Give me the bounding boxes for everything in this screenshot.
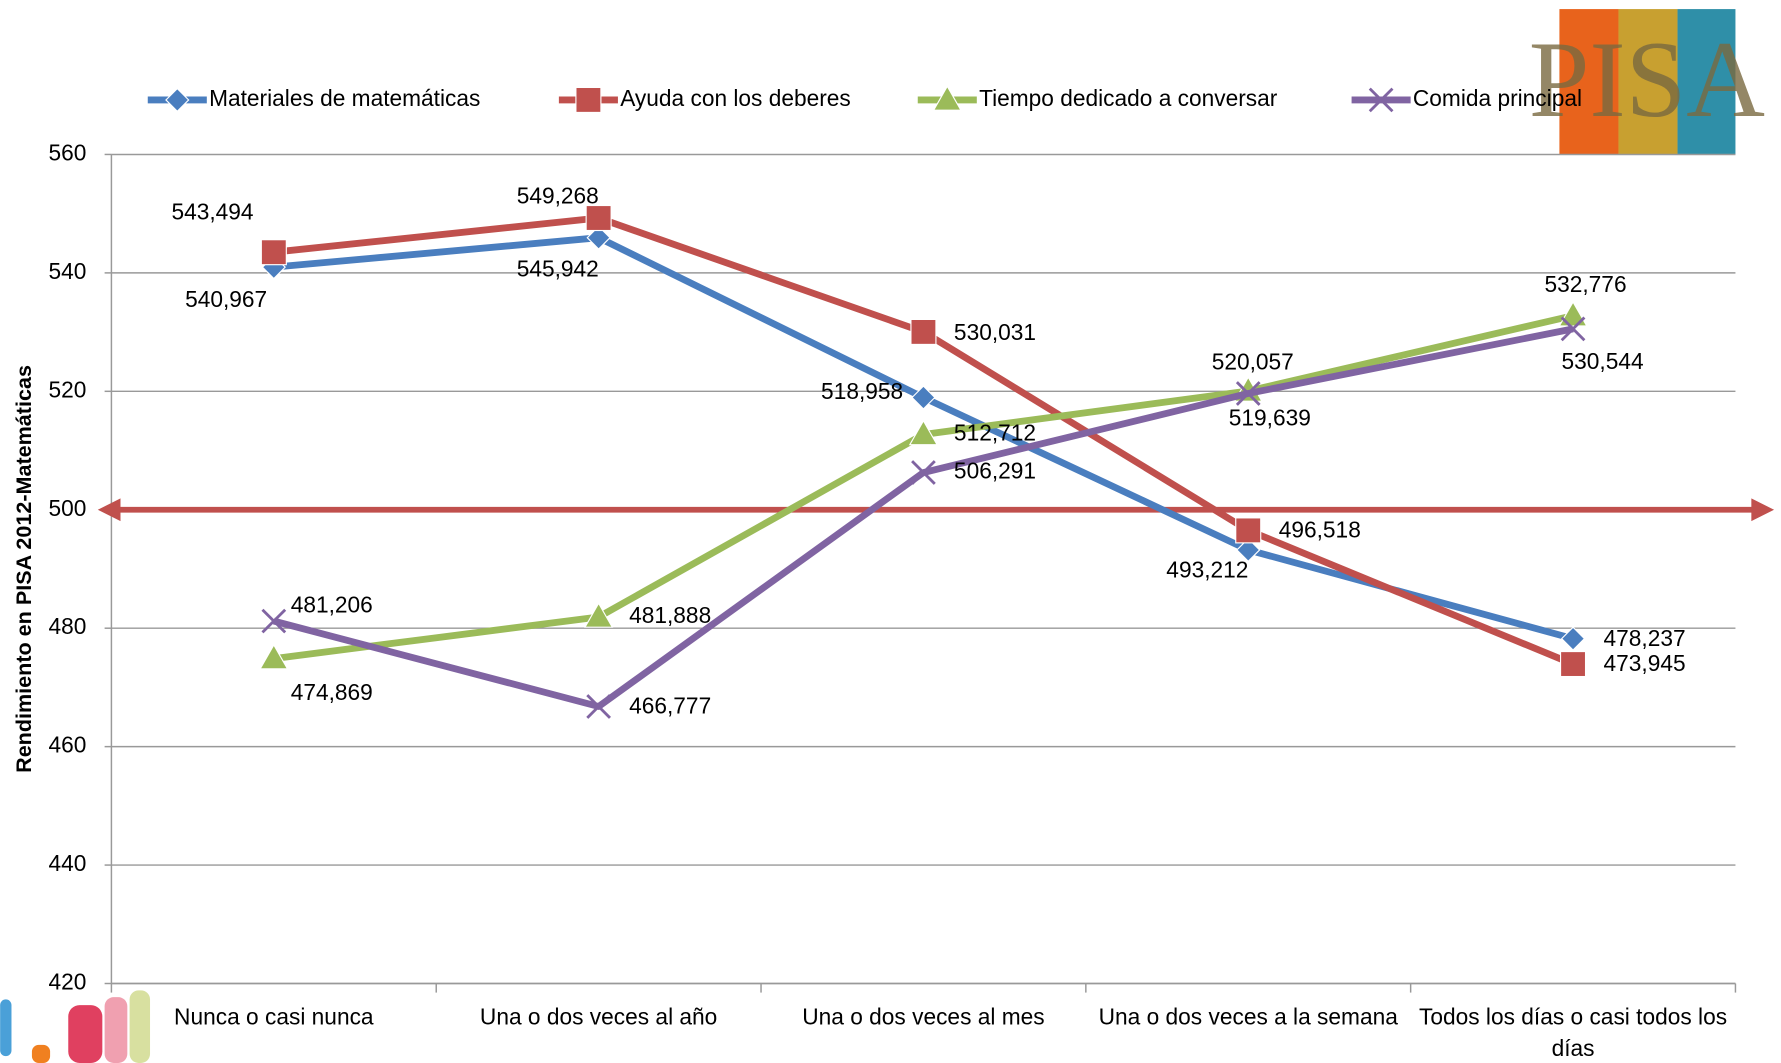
logo-stripe: [1677, 9, 1736, 155]
logo-stripe: [1618, 9, 1678, 155]
data-label: 530,544: [1562, 348, 1644, 374]
data-label: 493,212: [1166, 557, 1248, 583]
marker: [1236, 537, 1261, 563]
data-label: 532,776: [1544, 271, 1626, 297]
marker: [1235, 517, 1262, 544]
data-label: 520,057: [1212, 349, 1294, 375]
marker: [575, 86, 602, 114]
legend-label: Ayuda con los deberes: [620, 85, 851, 111]
marker: [1558, 300, 1588, 327]
x-tick-label-box: Nunca o casi nunca: [174, 1005, 374, 1031]
reference-arrow: [1751, 498, 1775, 522]
marker: [910, 318, 937, 345]
x-tick-label: Nunca o casi nunca: [174, 1005, 374, 1031]
data-label: 481,206: [291, 591, 373, 617]
data-label: 474,869: [291, 679, 373, 705]
marker: [261, 608, 287, 634]
data-label: 518,958: [821, 378, 903, 404]
hand-shape: [31, 1044, 51, 1063]
x-tick-label-box: Una o dos veces al año: [479, 1005, 718, 1031]
data-label: 496,518: [1279, 517, 1361, 543]
marker: [1235, 381, 1261, 406]
data-label: 473,945: [1604, 650, 1686, 676]
marker: [908, 419, 939, 446]
hand-shape: [68, 1005, 103, 1063]
marker: [584, 602, 614, 628]
data-label: 519,639: [1229, 405, 1311, 431]
marker: [585, 204, 612, 232]
x-tick-label: Una o dos veces al mes: [802, 1005, 1045, 1031]
legend-label: Comida principal: [1413, 85, 1582, 111]
x-tick-label: Todos los días o casi todos los días: [1419, 1005, 1728, 1062]
hands-decoration: [0, 990, 151, 1063]
marker: [586, 694, 611, 719]
marker: [260, 239, 287, 266]
marker: [911, 460, 936, 485]
data-label: 549,268: [517, 183, 599, 209]
logo: PISA: [1529, 9, 1765, 155]
marker: [1368, 87, 1394, 113]
logo-text: PISA: [1529, 19, 1765, 140]
legend-label: Materiales de matemáticas: [209, 85, 480, 111]
x-tick-label-box: Todos los días o casi todos los días: [1419, 1005, 1728, 1062]
y-tick-label: 460: [49, 732, 87, 758]
data-label: 512,712: [954, 419, 1036, 445]
x-tick-label: Una o dos veces a la semana: [1098, 1005, 1398, 1031]
marker: [586, 225, 611, 250]
y-tick-label: 500: [49, 495, 87, 521]
y-tick-label: 480: [49, 613, 87, 639]
marker: [1560, 316, 1586, 342]
marker: [259, 643, 289, 670]
legend-label: Tiempo dedicado a conversar: [979, 85, 1278, 111]
marker: [1560, 626, 1586, 651]
data-label: 540,967: [185, 286, 267, 312]
reference-arrow: [97, 498, 121, 522]
data-label: 530,031: [954, 319, 1036, 345]
data-label: 506,291: [954, 458, 1036, 484]
data-label: 543,494: [171, 199, 253, 225]
data-label: 466,777: [629, 693, 711, 719]
x-tick-label: Una o dos veces al año: [479, 1005, 718, 1031]
logo-stripe: [1559, 9, 1619, 155]
hand-shape: [104, 997, 128, 1063]
y-tick-label: 520: [49, 376, 87, 402]
hand-shape: [129, 990, 151, 1063]
marker: [1559, 650, 1587, 678]
y-axis-label: Rendimiento en PISA 2012-Matemáticas: [11, 365, 36, 773]
marker: [932, 85, 962, 111]
data-label: 478,237: [1604, 625, 1686, 651]
x-tick-label-box: Una o dos veces al mes: [802, 1005, 1045, 1031]
y-tick-label: 420: [49, 969, 87, 995]
data-label: 481,888: [629, 602, 711, 628]
marker: [911, 385, 936, 410]
marker: [165, 87, 190, 113]
x-tick-label-box: Una o dos veces a la semana: [1098, 1005, 1398, 1031]
y-tick-label: 540: [49, 258, 87, 284]
hand-shape: [0, 999, 12, 1057]
y-tick-label: 560: [49, 139, 87, 165]
data-label: 545,942: [517, 256, 599, 282]
y-tick-label: 440: [49, 850, 87, 876]
